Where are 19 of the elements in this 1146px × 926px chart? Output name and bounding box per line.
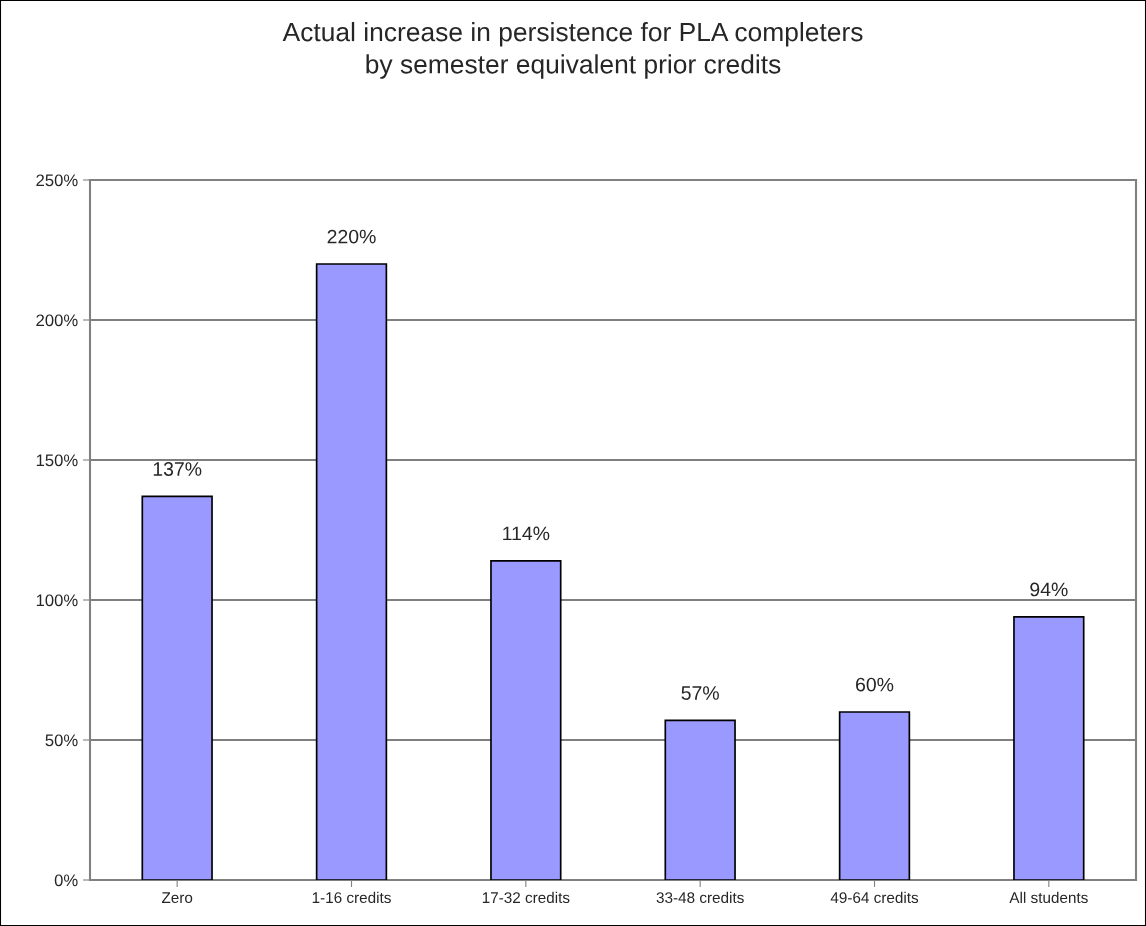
data-label: 60% bbox=[856, 677, 894, 692]
y-tick-label: 0% bbox=[54, 874, 78, 887]
data-label: 220% bbox=[327, 229, 376, 244]
x-tick-label: All students bbox=[1009, 891, 1088, 904]
y-tick-label: 50% bbox=[45, 734, 78, 747]
data-label: 94% bbox=[1030, 582, 1068, 597]
y-tick-label: 100% bbox=[36, 594, 78, 607]
y-tick-label: 150% bbox=[36, 454, 78, 467]
y-tick-label: 250% bbox=[36, 174, 78, 187]
data-label: 137% bbox=[153, 462, 202, 476]
data-label: 114% bbox=[503, 526, 550, 541]
x-tick-label: Zero bbox=[161, 892, 193, 904]
data-label: 57% bbox=[681, 686, 719, 700]
x-tick-label: 33-48 credits bbox=[656, 891, 744, 904]
x-tick-label: 49-64 credits bbox=[830, 891, 919, 904]
chart-title: Actual increase in persistence for PLA completers by semester equivalent prior credits bbox=[282, 22, 863, 79]
x-tick-label: 1-16 credits bbox=[312, 891, 391, 904]
x-tick-label: 17-32 credits bbox=[482, 891, 570, 904]
y-tick-label: 200% bbox=[36, 314, 78, 327]
